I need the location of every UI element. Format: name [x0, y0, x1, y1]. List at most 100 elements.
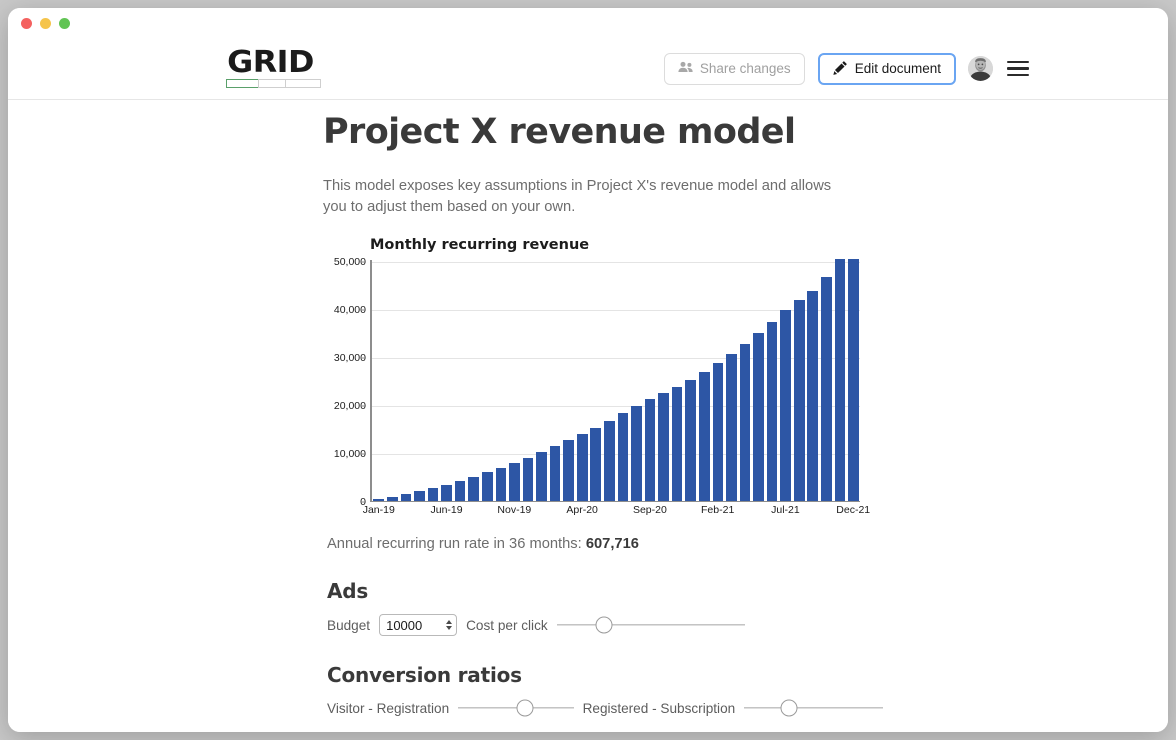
control-label: Visitor - Registration — [327, 700, 450, 716]
section-title-conversion-ratios: Conversion ratios — [327, 663, 522, 687]
chart-y-tick-label: 30,000 — [333, 352, 366, 364]
slider-track[interactable] — [556, 624, 745, 626]
logo-cell — [258, 79, 286, 88]
chart-bar — [793, 299, 805, 501]
chart-y-tick-label: 40,000 — [333, 304, 366, 316]
window-close-button[interactable] — [21, 17, 32, 29]
chart-bar — [739, 344, 751, 501]
chart-bar-cell — [494, 261, 508, 501]
stepper-up-icon[interactable] — [446, 620, 453, 624]
chart-title: Monthly recurring revenue — [370, 237, 590, 253]
chart-bar — [671, 386, 683, 501]
avatar[interactable] — [968, 56, 993, 81]
document-content: Project X revenue model This model expos… — [323, 110, 883, 732]
chart-y-tick-label: 50,000 — [333, 256, 366, 268]
stepper-arrows[interactable] — [446, 620, 454, 630]
chart-bar-cell — [738, 261, 752, 501]
slider-thumb[interactable] — [780, 699, 798, 717]
run-rate-label: Annual recurring run rate in 36 months: — [327, 536, 582, 552]
chart-y-tick — [361, 453, 366, 455]
chart-y-axis-line — [370, 260, 372, 502]
chart-bar-cell — [684, 261, 698, 501]
chart-bar-cell — [752, 261, 766, 501]
chart-bar-cell — [725, 261, 739, 501]
chart-y-tick — [361, 501, 366, 503]
chart-bar — [427, 487, 439, 501]
chart-gridline — [370, 310, 860, 311]
chart-bar-cell — [440, 261, 454, 501]
slider-track[interactable] — [744, 707, 883, 709]
budget-input[interactable] — [386, 617, 441, 633]
grid-logo[interactable]: GRID — [225, 48, 321, 88]
chart-x-tick-label: Sep-20 — [632, 504, 667, 516]
chart-bar — [685, 379, 696, 501]
chart-bar-cell — [833, 259, 847, 501]
hamburger-line — [1007, 67, 1029, 70]
grid-logo-cells-underline — [226, 79, 321, 88]
page-description: This model exposes key assumptions in Pr… — [323, 178, 832, 215]
chart-bar — [481, 472, 493, 501]
hamburger-menu-icon[interactable] — [1007, 60, 1029, 77]
share-changes-button[interactable]: Share changes — [663, 52, 805, 85]
slider-registered-subscription[interactable] — [744, 698, 883, 718]
budget-stepper[interactable] — [379, 614, 458, 636]
chart-bar — [387, 496, 398, 501]
app-header: GRID Share changes — [8, 38, 1168, 100]
chart-bar-cell — [481, 261, 495, 501]
chart-bar — [821, 277, 832, 501]
chart-bar — [766, 321, 778, 501]
chart-bar — [576, 433, 588, 501]
chart-bar — [509, 463, 520, 501]
chart-bar — [807, 291, 819, 501]
share-changes-label: Share changes — [699, 61, 791, 76]
chart-bar — [414, 490, 425, 501]
chart-gridline — [370, 262, 860, 263]
section-controls: Visitor - Registration Registered - Subsc… — [327, 698, 883, 718]
chart-bar — [454, 480, 466, 501]
chart-bar-cell — [386, 261, 400, 501]
run-rate-value: 607,716 — [585, 536, 639, 552]
slider-visitor-registration[interactable] — [458, 698, 574, 718]
window-minimize-button[interactable] — [40, 17, 51, 29]
edit-document-button[interactable]: Edit document — [817, 52, 956, 85]
chart-bar — [563, 439, 574, 501]
chart-bar-cell — [508, 261, 522, 501]
slider-track[interactable] — [458, 707, 574, 709]
chart-x-tick-label: Jul-21 — [771, 504, 800, 516]
control-label: Budget — [327, 617, 371, 633]
model-sections: Ads Budget Cost per click Conversion ratios… — [323, 579, 883, 732]
chart-bar-cell — [426, 261, 440, 501]
chart-gridline — [370, 406, 860, 407]
chart-bar-cell — [603, 261, 617, 501]
chart-bar-cell — [413, 261, 427, 501]
window-titlebar — [8, 8, 1168, 38]
control-label: Cost per click — [466, 617, 548, 633]
chart-x-axis-line — [370, 500, 860, 502]
stepper-down-icon[interactable] — [446, 626, 453, 630]
chart-y-tick — [361, 261, 366, 263]
chart-x-tick-label: Nov-19 — [497, 504, 532, 516]
chart-bar-cell — [575, 261, 589, 501]
chart-bar-cell — [711, 261, 725, 501]
window-zoom-button[interactable] — [59, 17, 70, 29]
chart-bar-cell — [820, 261, 834, 501]
slider-thumb[interactable] — [595, 616, 613, 634]
chart-y-tick — [361, 309, 366, 311]
slider-cost-per-click[interactable] — [556, 615, 745, 635]
slider-thumb[interactable] — [516, 699, 534, 717]
chart-bar-cell — [521, 261, 535, 501]
chart-bar — [441, 484, 452, 501]
chart-gridline — [370, 454, 860, 455]
pencil-icon — [833, 60, 848, 78]
chart-bar — [698, 371, 710, 501]
chart-bar — [604, 420, 615, 501]
chart-bar — [644, 399, 656, 501]
app-window: GRID Share changes — [8, 8, 1168, 732]
chart-bar-cell — [372, 261, 386, 501]
chart-bar-cell — [467, 261, 481, 501]
chart-bar — [780, 310, 791, 501]
logo-cell — [226, 79, 259, 88]
chart-bar-cell — [643, 261, 657, 501]
chart-x-axis-labels: Jan-19 Jun-19 Nov-19 Apr-20 Sep-20 Feb-21 Jul-… — [363, 502, 870, 520]
